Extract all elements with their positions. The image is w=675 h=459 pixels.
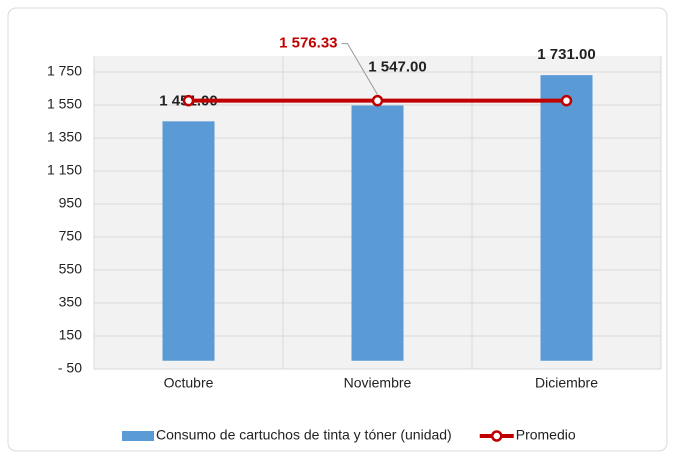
bar <box>540 75 593 361</box>
value-label: 1 731.00 <box>537 46 595 63</box>
y-tick-label: 350 <box>59 294 83 310</box>
y-tick-label: 550 <box>59 261 83 277</box>
bar <box>351 105 404 361</box>
y-tick-label: 950 <box>59 195 83 211</box>
y-tick-label: 1 350 <box>47 129 82 145</box>
value-label: 1 547.00 <box>368 58 426 75</box>
legend-label: Promedio <box>516 427 576 443</box>
y-tick-label: 1 550 <box>47 96 82 112</box>
leader-line <box>341 43 378 95</box>
y-tick-label: 1 750 <box>47 63 82 79</box>
y-tick-label: 750 <box>59 228 83 244</box>
x-tick-label: Octubre <box>164 375 214 391</box>
bar <box>162 121 215 361</box>
x-tick-label: Noviembre <box>344 375 412 391</box>
line-marker <box>182 94 195 107</box>
legend-label: Consumo de cartuchos de tinta y tóner (u… <box>156 427 452 443</box>
y-tick-label: - 50 <box>58 360 82 376</box>
legend-swatch <box>490 430 503 442</box>
x-tick-label: Diciembre <box>535 375 598 391</box>
y-tick-label: 150 <box>59 327 83 343</box>
line-marker <box>560 94 573 107</box>
y-tick-label: 1 150 <box>47 162 82 178</box>
legend-swatch <box>122 431 154 441</box>
line-marker <box>371 94 384 107</box>
value-label: 1 576.33 <box>279 35 337 52</box>
